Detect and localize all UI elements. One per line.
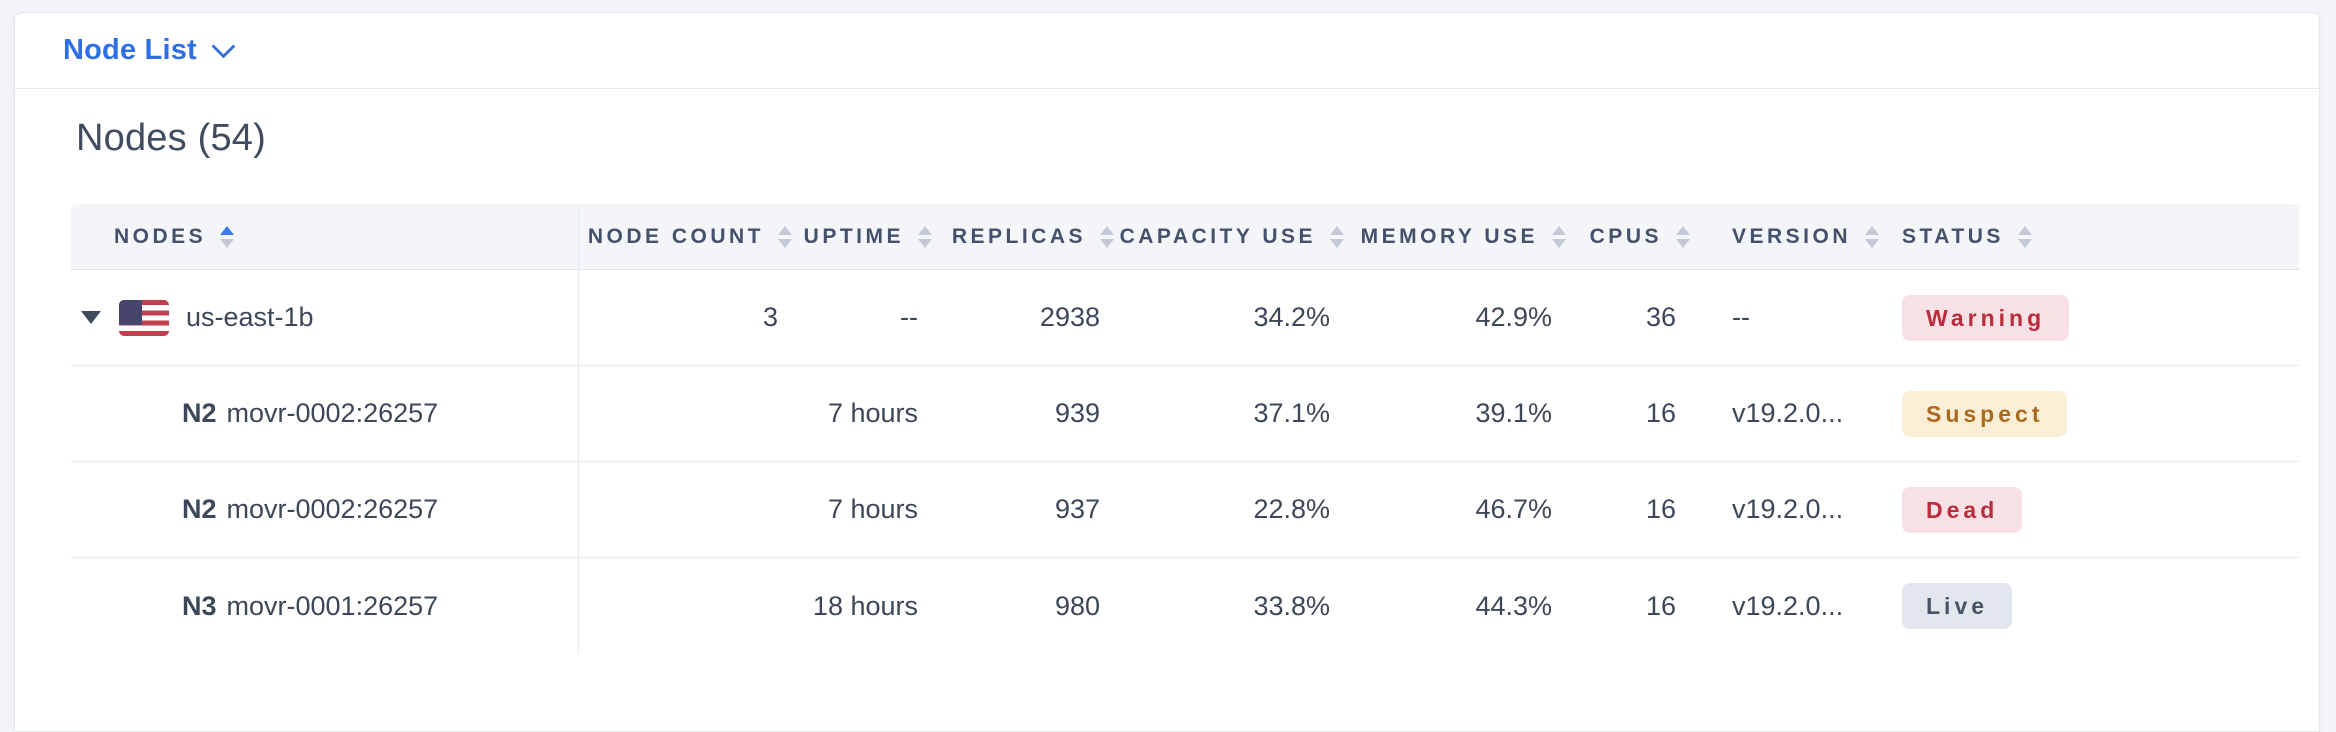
- region-cell: us-east-1b: [71, 270, 579, 365]
- version-cell: v19.2.0...: [1732, 590, 1844, 621]
- node-count-cell: [579, 462, 794, 557]
- sort-icon: [1865, 225, 1880, 248]
- column-header-node-count[interactable]: Node Count: [579, 204, 794, 269]
- node-count-cell: 3: [762, 302, 778, 332]
- node-address: movr-0001:26257: [226, 590, 439, 621]
- sort-icon: [778, 225, 792, 248]
- capacity-use-cell: 37.1%: [1253, 398, 1330, 428]
- column-header-cpus[interactable]: CPUs: [1568, 204, 1692, 269]
- version-cell: v19.2.0...: [1732, 494, 1844, 524]
- table-row-region: us-east-1b 3 -- 2938 34.2% 42.9% 36 -- W…: [71, 270, 2299, 366]
- table-row-node: N2 movr-0002:26257 7 hours 939 37.1% 39.…: [71, 366, 2299, 462]
- collapse-triangle-icon[interactable]: [81, 311, 101, 324]
- sort-icon: [1552, 225, 1566, 248]
- column-header-status[interactable]: Status: [1886, 204, 2299, 269]
- memory-use-cell: 44.3%: [1475, 590, 1552, 621]
- column-header-memory-use[interactable]: Memory Use: [1346, 204, 1568, 269]
- content-area: Nodes (54) Nodes Node Count Uptime Repli…: [15, 89, 2319, 654]
- table-row-node: N3 movr-0001:26257 18 hours 980 33.8% 44…: [71, 558, 2299, 654]
- table-row-node: N2 movr-0002:26257 7 hours 937 22.8% 46.…: [71, 462, 2299, 558]
- chevron-down-icon: [211, 34, 236, 59]
- memory-use-cell: 39.1%: [1475, 398, 1552, 428]
- node-id: N3: [182, 590, 217, 621]
- view-selector-label: Node List: [63, 34, 197, 66]
- sort-icon: [220, 225, 235, 248]
- cpus-cell: 16: [1645, 590, 1676, 621]
- status-badge: Warning: [1902, 294, 2070, 341]
- node-id: N2: [182, 398, 217, 428]
- sort-icon: [1100, 225, 1114, 248]
- cpus-cell: 16: [1645, 398, 1676, 428]
- status-cell: Dead: [1886, 462, 2299, 557]
- uptime-cell: 18 hours: [812, 590, 918, 621]
- us-flag-icon: [119, 299, 169, 336]
- replicas-cell: 939: [1054, 398, 1100, 428]
- node-count-cell: [579, 558, 794, 654]
- capacity-use-cell: 34.2%: [1253, 302, 1330, 332]
- node-id: N2: [182, 494, 217, 524]
- uptime-cell: 7 hours: [827, 398, 918, 428]
- node-name-cell: N3 movr-0001:26257: [71, 558, 579, 654]
- region-name: us-east-1b: [186, 302, 314, 332]
- memory-use-cell: 46.7%: [1475, 494, 1552, 524]
- status-cell: Live: [1886, 558, 2299, 654]
- node-name-cell: N2 movr-0002:26257: [71, 366, 579, 461]
- status-badge: Dead: [1902, 486, 2023, 533]
- capacity-use-cell: 22.8%: [1253, 494, 1330, 524]
- sort-icon: [918, 225, 932, 248]
- node-count-cell: [579, 366, 794, 461]
- capacity-use-cell: 33.8%: [1253, 590, 1330, 621]
- node-name-cell: N2 movr-0002:26257: [71, 462, 579, 557]
- sort-icon: [1330, 225, 1344, 248]
- sort-icon: [1676, 225, 1690, 248]
- column-header-uptime[interactable]: Uptime: [794, 204, 934, 269]
- cpus-cell: 16: [1645, 494, 1676, 524]
- status-cell: Suspect: [1886, 366, 2299, 461]
- node-list-card: Node List Nodes (54) Nodes Node Count Up…: [14, 12, 2320, 732]
- uptime-cell: 7 hours: [827, 494, 918, 524]
- cpus-cell: 36: [1645, 302, 1676, 332]
- table-header-row: Nodes Node Count Uptime Replicas Capacit…: [71, 204, 2299, 270]
- status-badge: Live: [1902, 583, 2013, 629]
- status-badge: Suspect: [1902, 390, 2068, 437]
- column-header-replicas[interactable]: Replicas: [934, 204, 1116, 269]
- memory-use-cell: 42.9%: [1475, 302, 1552, 332]
- column-header-capacity-use[interactable]: Capacity Use: [1116, 204, 1346, 269]
- view-selector-dropdown[interactable]: Node List: [63, 34, 236, 67]
- version-cell: --: [1732, 302, 1750, 332]
- replicas-cell: 937: [1054, 494, 1100, 524]
- sort-icon: [2017, 225, 2032, 248]
- nodes-table: Nodes Node Count Uptime Replicas Capacit…: [71, 204, 2299, 654]
- column-header-nodes[interactable]: Nodes: [71, 204, 579, 269]
- status-cell: Warning: [1886, 270, 2299, 365]
- column-header-version[interactable]: Version: [1692, 204, 1886, 269]
- uptime-cell: --: [900, 302, 918, 332]
- replicas-cell: 2938: [1039, 302, 1100, 332]
- node-address: movr-0002:26257: [226, 494, 439, 524]
- card-header: Node List: [15, 13, 2319, 89]
- page-title: Nodes (54): [76, 117, 266, 159]
- version-cell: v19.2.0...: [1732, 398, 1844, 428]
- replicas-cell: 980: [1054, 590, 1100, 621]
- node-address: movr-0002:26257: [226, 398, 439, 428]
